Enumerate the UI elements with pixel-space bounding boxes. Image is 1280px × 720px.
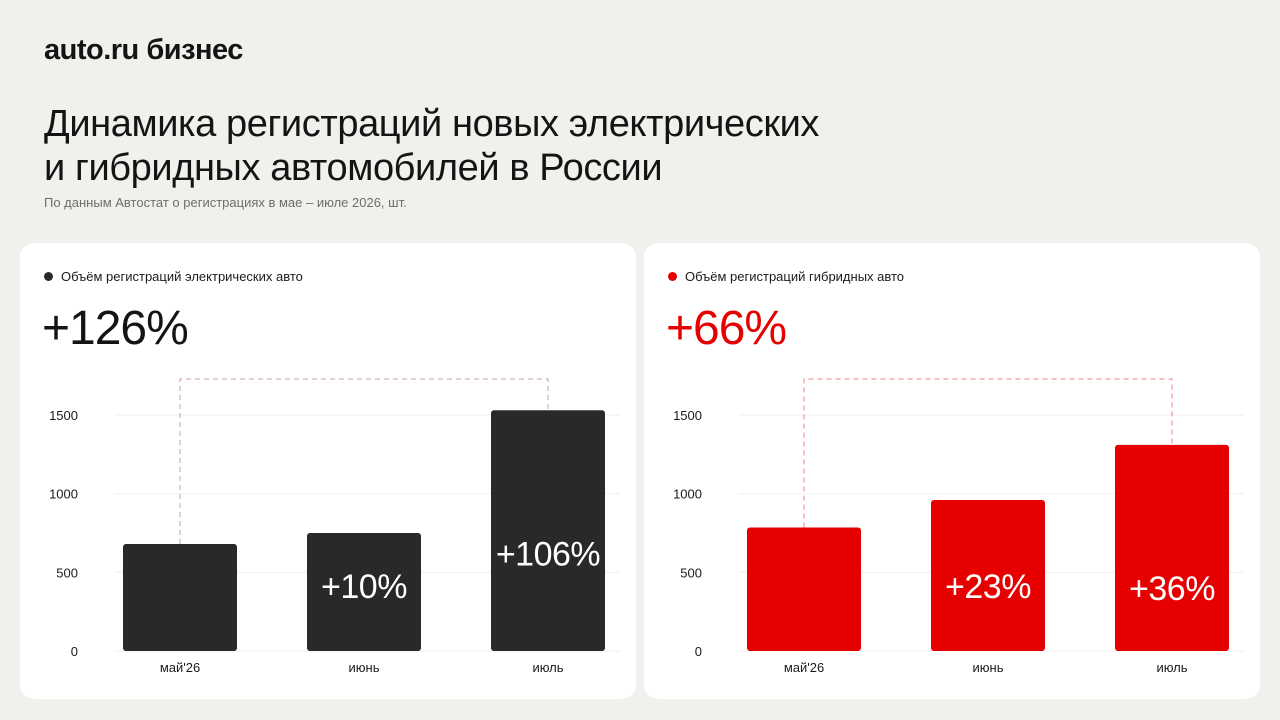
electric-category-label: июль — [532, 660, 563, 675]
hybrid-bar — [931, 499, 1045, 651]
electric-bar-chart: 0 500 1000 1500 май'26 +10% июнь +106% июль — [49, 378, 620, 675]
electric-bar — [491, 410, 605, 651]
page-subtitle: По данным Автостат о регистрациях в мае … — [44, 195, 407, 210]
hybrid-category-label: июль — [1156, 660, 1187, 675]
electric-ytick-label: 500 — [56, 565, 78, 580]
hybrid-bar — [747, 527, 861, 651]
hybrid-ytick-label: 500 — [680, 565, 702, 580]
electric-ytick-label: 1000 — [49, 487, 78, 502]
hybrid-ytick-label: 1000 — [673, 487, 702, 502]
hybrid-legend: Объём регистраций гибридных авто — [668, 269, 904, 284]
hybrid-ytick-label: 0 — [695, 644, 702, 659]
hybrid-legend-dot — [668, 272, 677, 281]
page-title: Динамика регистраций новых электрических… — [44, 102, 1044, 190]
hybrid-total-change: +66% — [666, 302, 787, 355]
page-title-line-1: Динамика регистраций новых электрических — [44, 103, 820, 145]
electric-comparison-bracket — [179, 378, 549, 545]
electric-bar-change-label: +10% — [321, 568, 407, 606]
page-title-line-2: и гибридных автомобилей в России — [44, 147, 663, 189]
electric-legend-dot — [44, 272, 53, 281]
hybrid-category-label: июнь — [973, 660, 1004, 675]
electric-ytick-label: 0 — [71, 644, 78, 659]
hybrid-comparison-bracket — [803, 378, 1173, 528]
hybrid-legend-label: Объём регистраций гибридных авто — [685, 269, 905, 284]
hybrid-category-label: май'26 — [784, 660, 824, 675]
electric-chart-card: Объём регистраций электрических авто +12… — [20, 243, 636, 699]
brand-logo: auto.ru бизнес — [44, 34, 243, 66]
hybrid-bar-change-label: +23% — [945, 568, 1031, 606]
electric-bar — [123, 544, 237, 651]
hybrid-bar-chart: 0 500 1000 1500 май'26 +23% июнь +36% июль — [673, 378, 1244, 675]
electric-category-label: июнь — [349, 660, 380, 675]
electric-category-label: май'26 — [160, 660, 200, 675]
hybrid-bar — [1115, 444, 1229, 651]
hybrid-bar-change-label: +36% — [1129, 570, 1215, 608]
electric-bar — [307, 533, 421, 651]
hybrid-ytick-label: 1500 — [673, 408, 702, 423]
hybrid-chart-card: Объём регистраций гибридных авто +66% 0 5… — [644, 243, 1260, 699]
electric-ytick-label: 1500 — [49, 408, 78, 423]
electric-bar-change-label: +106% — [496, 535, 601, 573]
electric-legend: Объём регистраций электрических авто — [44, 269, 303, 284]
electric-total-change: +126% — [42, 302, 189, 355]
electric-legend-label: Объём регистраций электрических авто — [61, 269, 303, 284]
